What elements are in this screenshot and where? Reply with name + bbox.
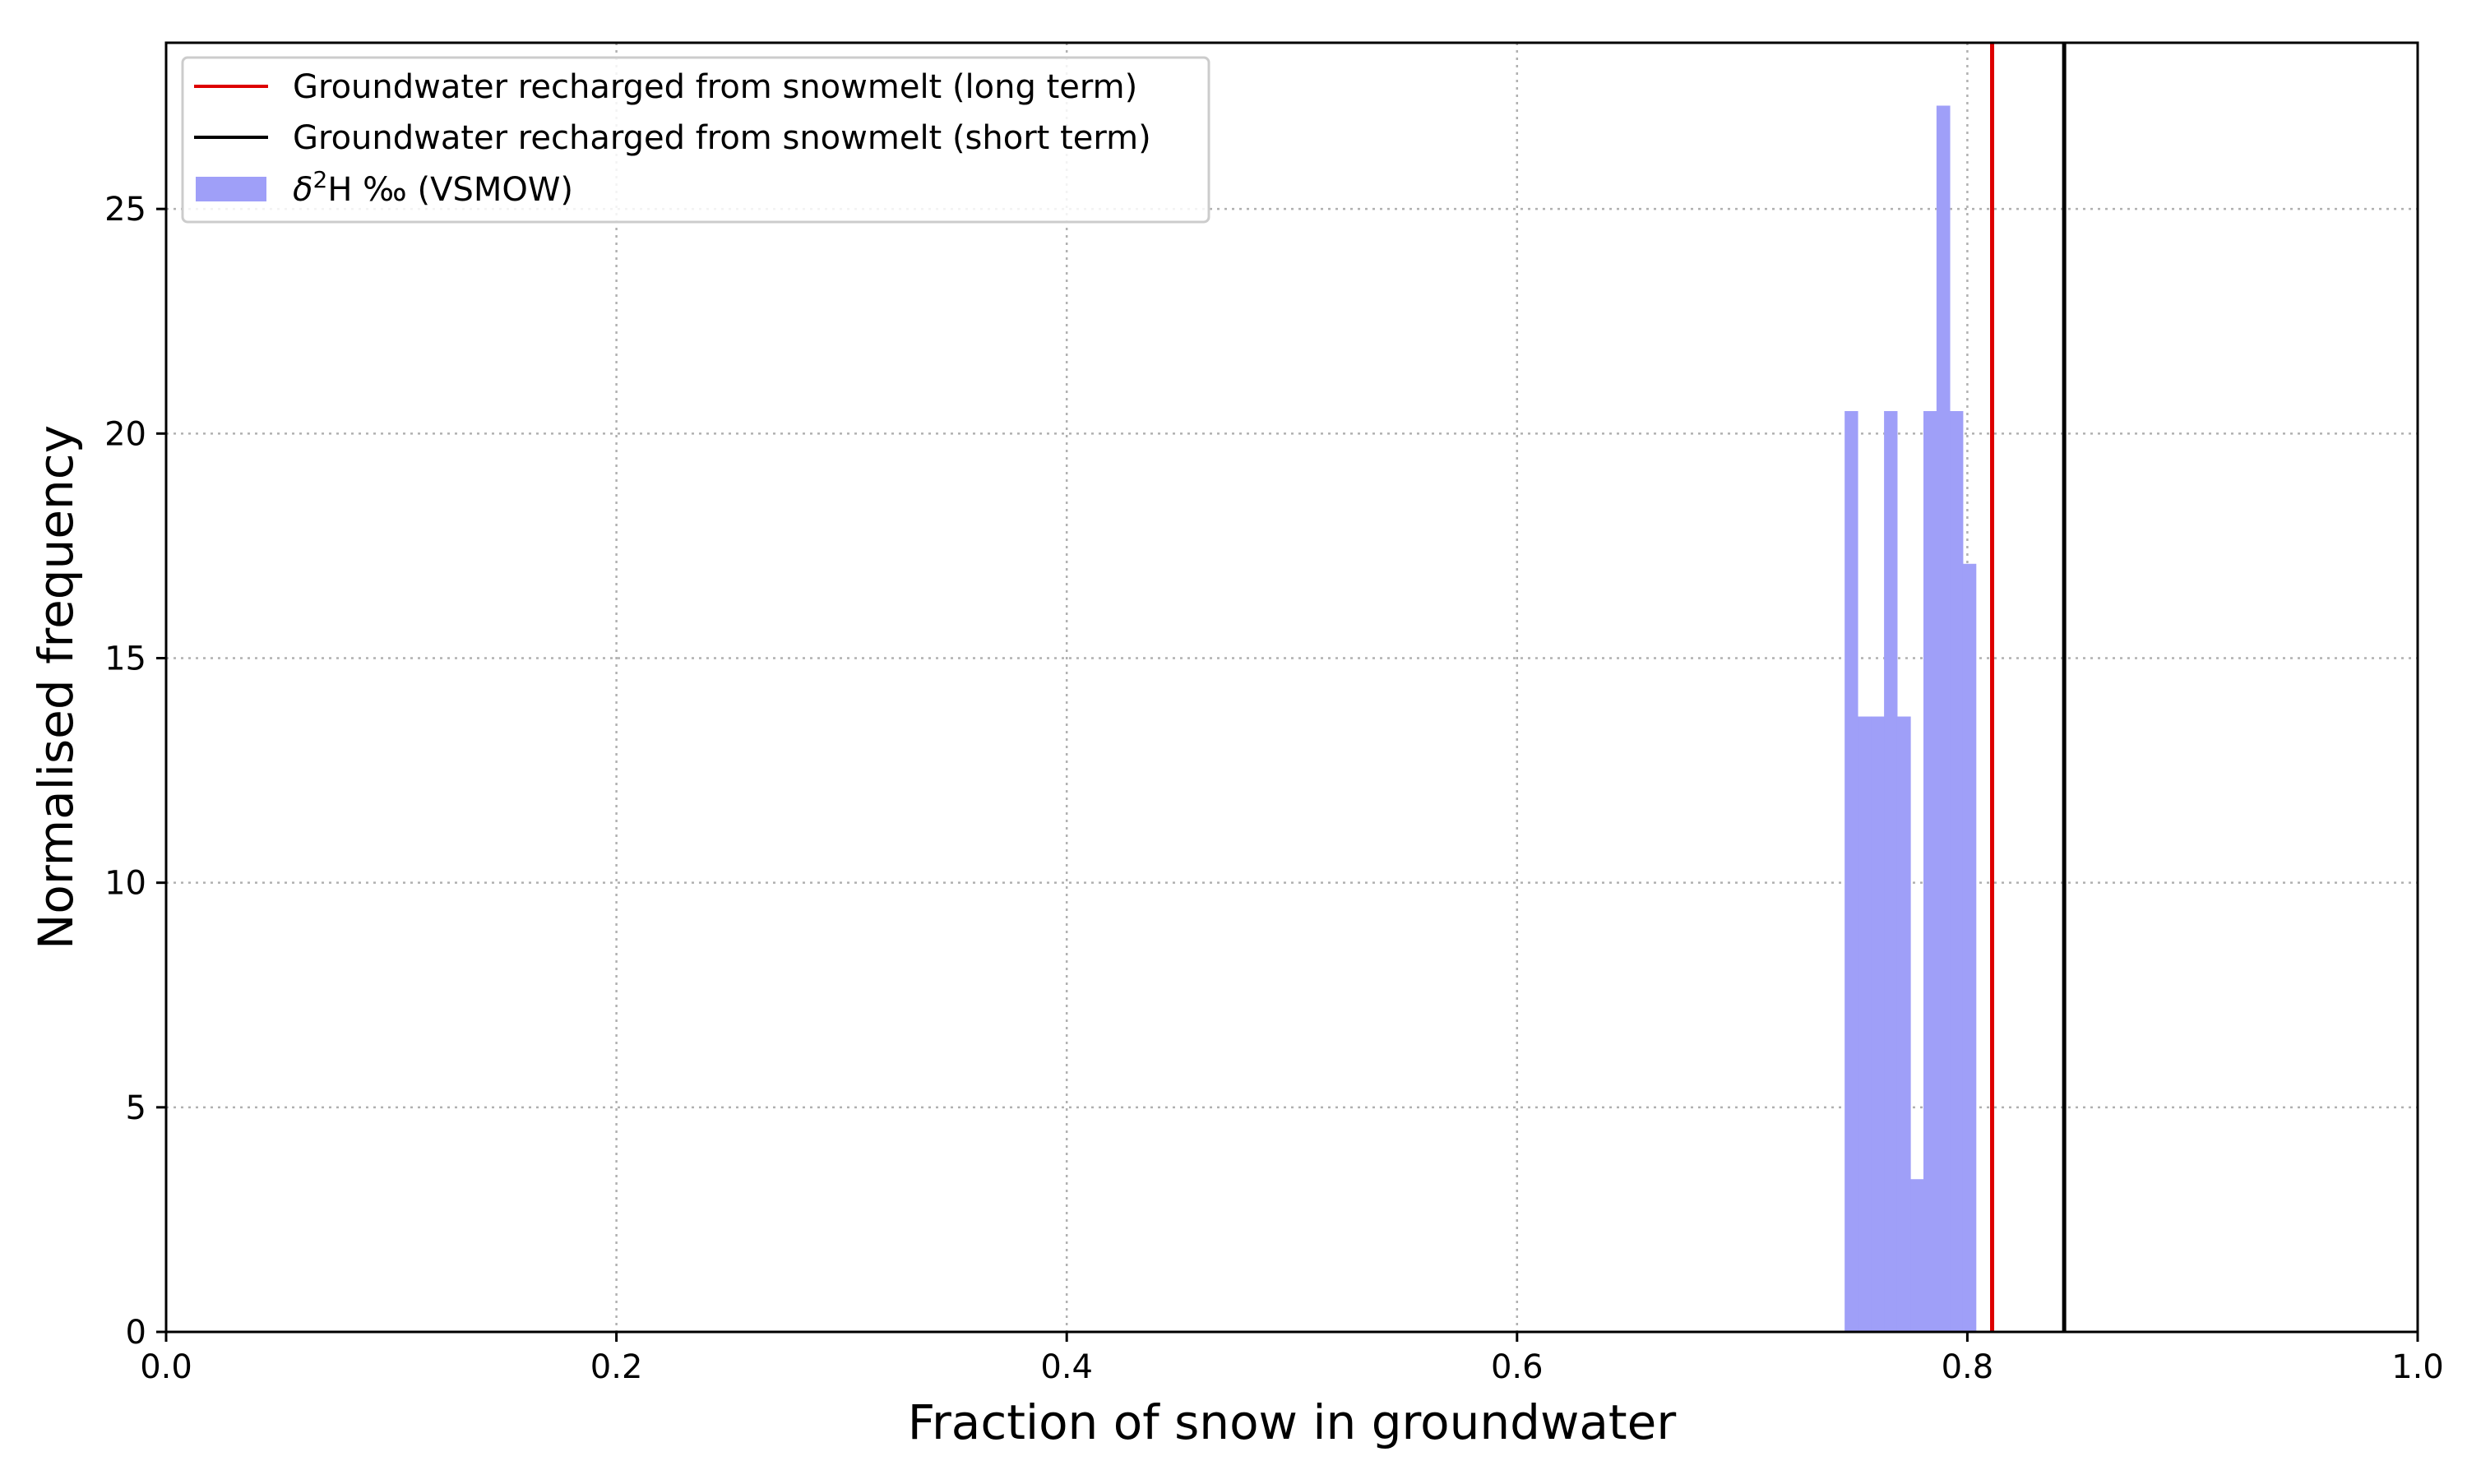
reference-lines <box>1990 43 2067 1332</box>
y-axis-title: Normalised frequency <box>28 425 84 950</box>
plot-frame <box>164 41 2419 1334</box>
histogram-bar-6 <box>1923 411 1937 1332</box>
y-axis-ticks: 0 5 10 15 20 25 <box>104 191 166 1352</box>
legend-swatch-histogram <box>196 177 266 201</box>
legend-label-histogram: δ2H ‰ (VSMOW) <box>293 166 573 209</box>
x-tick-label-5: 1.0 <box>2391 1348 2444 1386</box>
x-tick-label-2: 0.4 <box>1040 1348 1093 1386</box>
legend-label-long-term: Groundwater recharged from snowmelt (lon… <box>293 68 1137 106</box>
legend-label-histogram-suffix: H ‰ (VSMOW) <box>327 171 573 209</box>
x-tick-label-1: 0.2 <box>590 1348 643 1386</box>
histogram-bars <box>1844 105 1977 1333</box>
y-tick-label-5: 25 <box>104 191 146 229</box>
histogram-bar-1 <box>1858 716 1872 1332</box>
histogram-bar-7 <box>1936 105 1951 1333</box>
y-tick-label-0: 0 <box>126 1314 146 1352</box>
histogram-bar-2 <box>1871 716 1885 1332</box>
legend-label-histogram-superscript: 2 <box>312 166 327 193</box>
x-tick-label-4: 0.8 <box>1942 1348 1994 1386</box>
legend-label-short-term: Groundwater recharged from snowmelt (sho… <box>293 119 1151 157</box>
histogram-bar-5 <box>1910 1179 1924 1332</box>
histogram-bar-0 <box>1844 411 1858 1332</box>
x-axis-ticks: 0.0 0.2 0.4 0.6 0.8 1.0 <box>140 1332 2444 1386</box>
y-tick-label-3: 15 <box>104 640 146 677</box>
y-tick-label-4: 20 <box>104 415 146 453</box>
histogram-bar-3 <box>1884 411 1898 1332</box>
y-tick-label-2: 10 <box>104 865 146 903</box>
legend-label-histogram-prefix: δ <box>293 171 312 209</box>
legend-box <box>181 56 1210 224</box>
histogram-bar-4 <box>1896 716 1911 1332</box>
histogram-bar-8 <box>1950 411 1964 1332</box>
x-axis-title: Fraction of snow in groundwater <box>908 1394 1677 1450</box>
legend: Groundwater recharged from snowmelt (lon… <box>181 56 1210 224</box>
y-tick-label-1: 5 <box>126 1089 146 1127</box>
x-tick-label-3: 0.6 <box>1491 1348 1544 1386</box>
x-tick-label-0: 0.0 <box>140 1348 192 1386</box>
grid <box>164 43 2419 1334</box>
histogram-bar-9 <box>1962 563 1977 1332</box>
